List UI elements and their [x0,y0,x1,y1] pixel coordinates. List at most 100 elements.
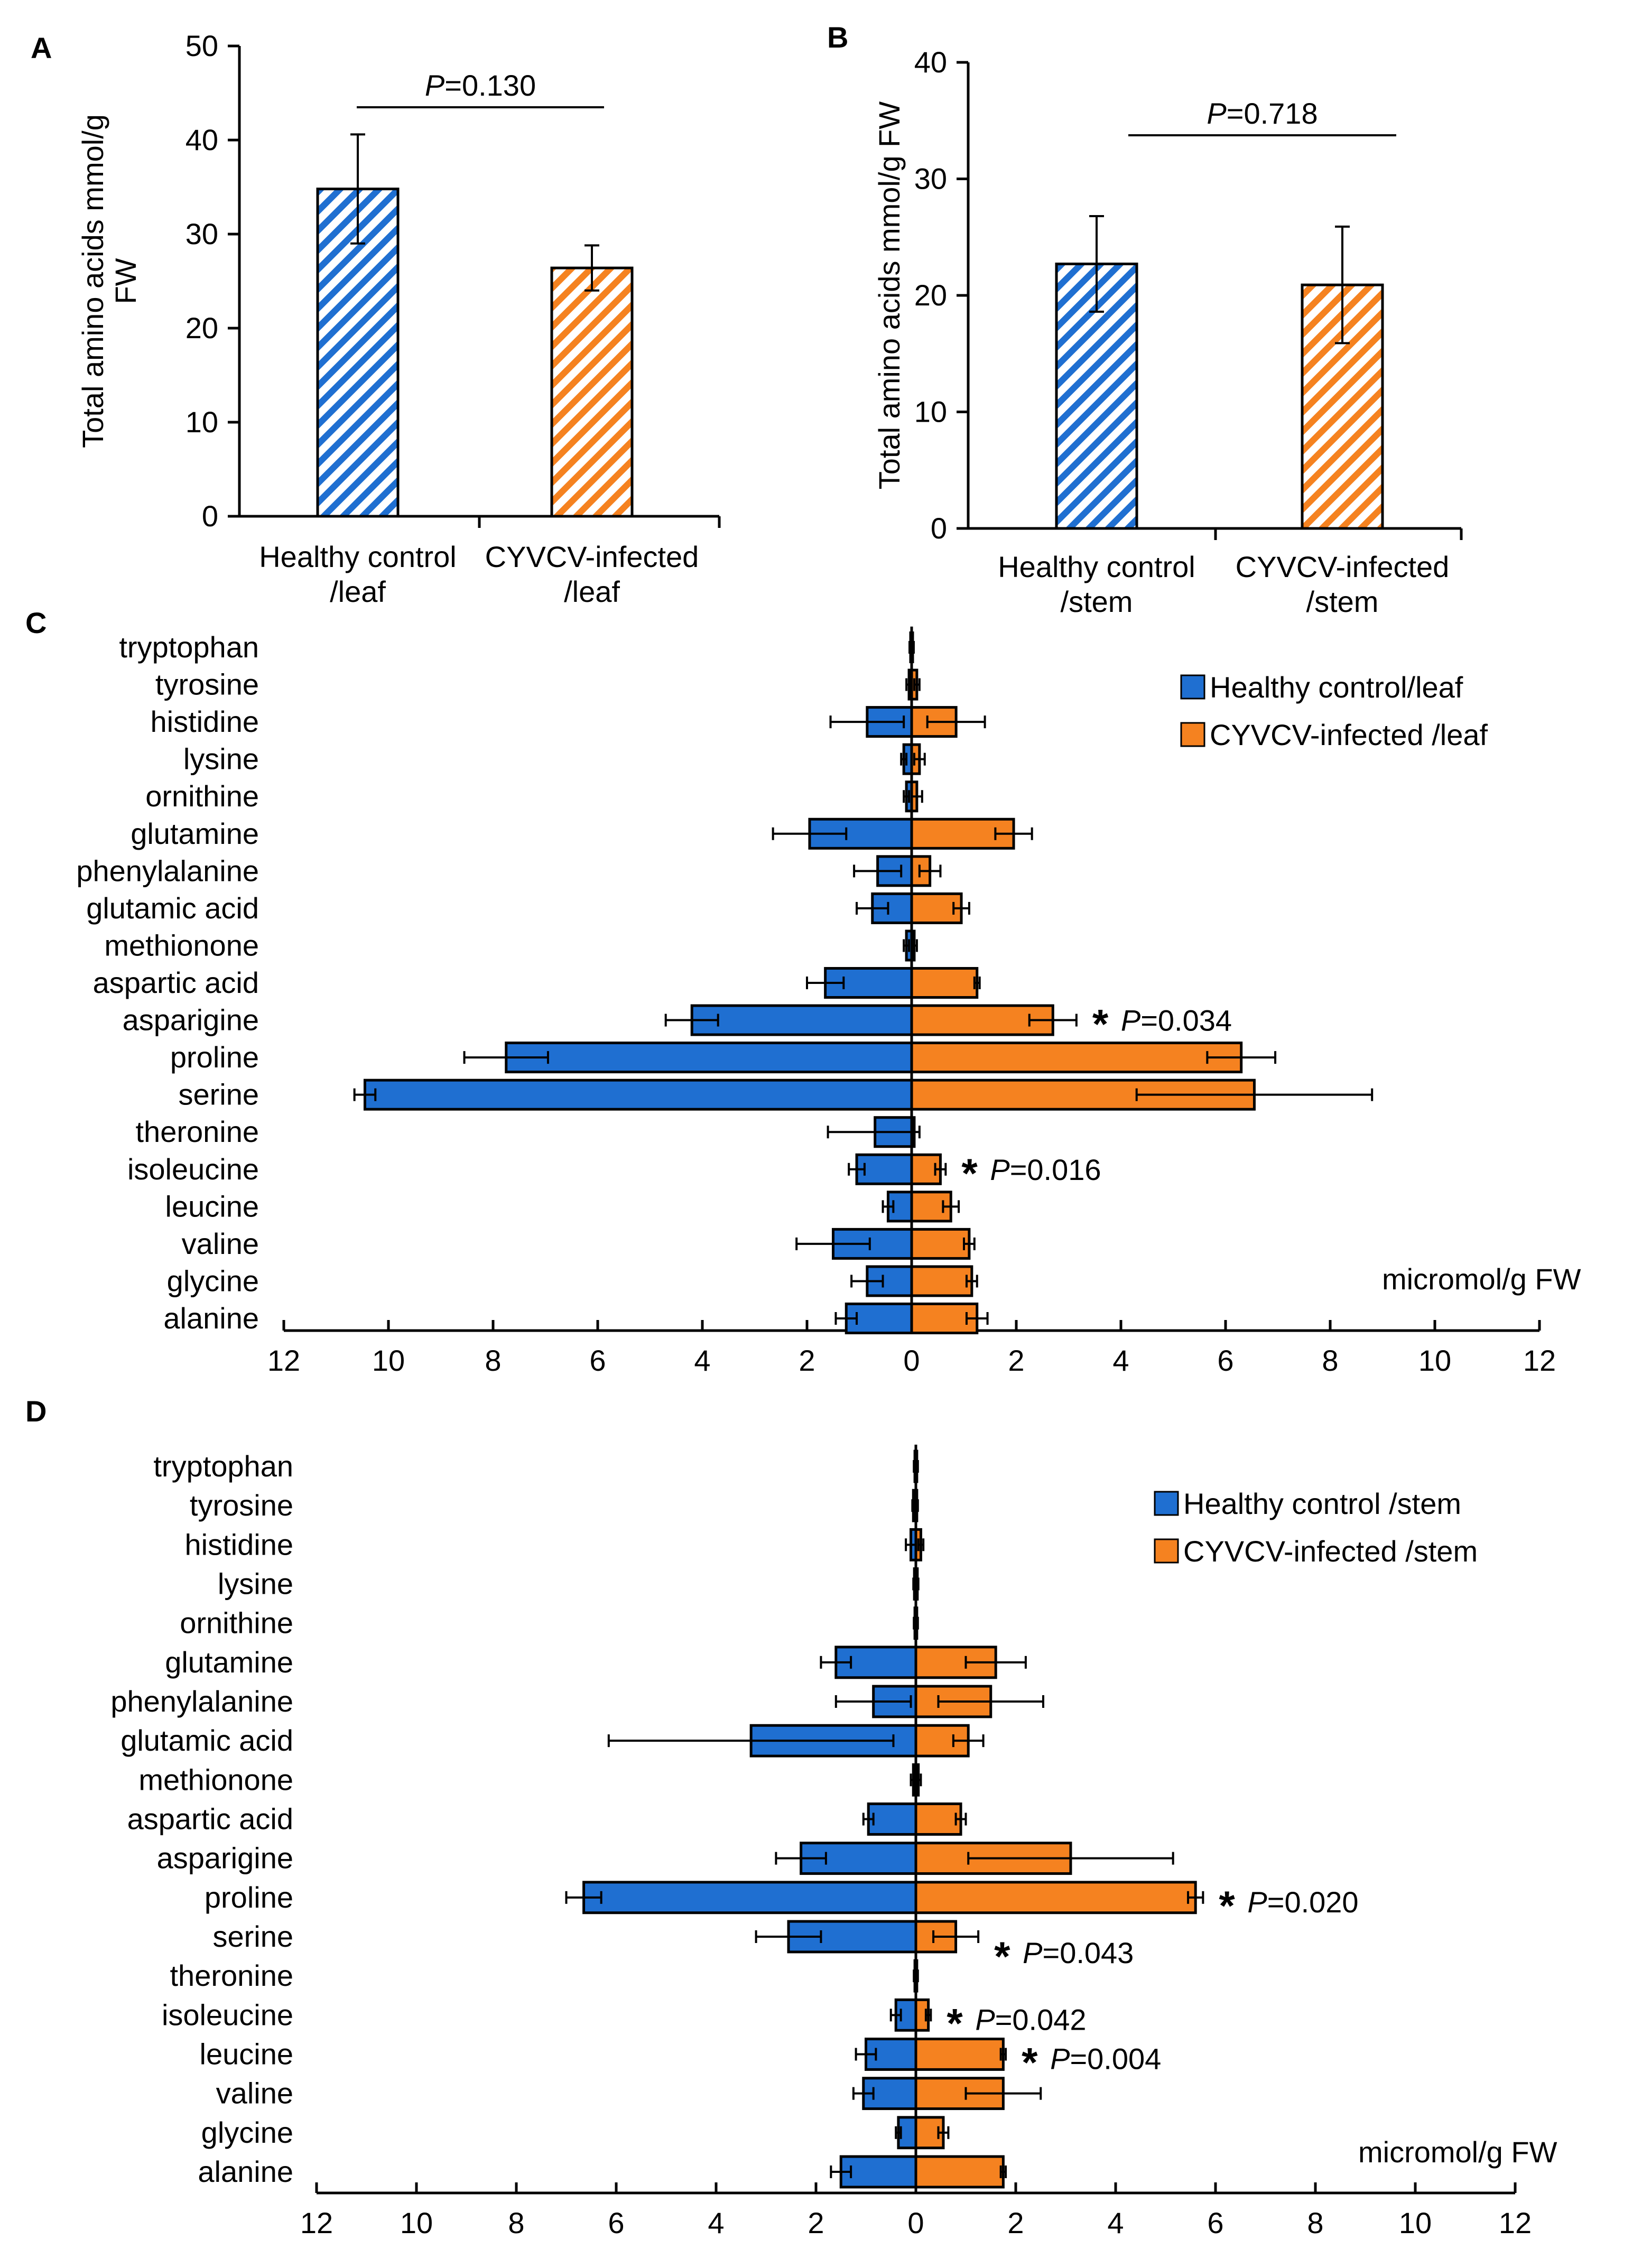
p-value-prefix: P [1247,1885,1267,1919]
category-label-tyrosine: tyrosine [155,668,259,701]
category-label-isoleucine: isoleucine [127,1152,259,1186]
category-label-valine: valine [182,1227,259,1260]
panel-c: C 12 10 8 6 4 2 0 2 4 6 8 10 12 micromol/g FW tryptopha… [25,606,1581,1377]
y-tick-label: 10 [914,395,947,429]
bar-infected [550,266,634,518]
y-axis-label-line: FW [109,258,142,304]
legend-label-healthy: Healthy control/leaf [1210,671,1463,704]
legend-label-healthy: Healthy control /stem [1183,1487,1461,1520]
category-label-asparigine: asparigine [157,1842,293,1875]
p-value-number: =0.004 [1070,2042,1161,2076]
y-tick-label: 20 [185,311,218,345]
p-value-prefix: P [975,2003,995,2036]
x-category-label: Healthy control/stem [998,550,1195,618]
bar-infected-proline [910,1042,1243,1074]
category-label-tryptophan: tryptophan [119,630,259,664]
y-tick-label: 0 [931,512,947,545]
significance-asterisk: * [1022,2039,1038,2086]
bar-infected-glycine [910,1265,973,1297]
x-category-label-line: CYVCV-infected [485,540,699,573]
p-value-label: P=0.042 [975,2003,1086,2036]
p-value-prefix: P [425,69,444,102]
x-tick-label: 8 [508,2206,524,2239]
x-tick-label: 8 [1322,1344,1338,1377]
p-value-number: =0.034 [1140,1004,1232,1037]
significance-asterisk: * [994,1933,1010,1979]
category-label-alanine: alanine [163,1302,259,1335]
category-label-phenylalanine: phenylalanine [76,854,259,887]
significance-asterisk: * [947,2000,963,2046]
category-label-lysine: lysine [183,742,259,776]
x-tick-label: 10 [400,2206,433,2239]
category-label-methionone: methionone [138,1763,293,1796]
category-label-glycine: glycine [167,1264,259,1297]
bar-healthy-serine [363,1079,913,1111]
p-value-label: P=0.043 [1023,1936,1134,1969]
y-tick-label: 30 [914,162,947,196]
panel-a: A 0 10 20 30 40 50 Total amino acids mmol/gFW He… [31,29,721,608]
x-tick-label: 0 [903,1344,920,1377]
bar-infected-valine [910,1228,971,1260]
x-tick-label: 6 [608,2206,624,2239]
x-tick-label: 4 [694,1344,710,1377]
category-label-proline: proline [205,1881,293,1914]
category-label-glycine: glycine [201,2116,293,2149]
category-label-serine: serine [212,1920,293,1953]
category-label-methionone: methionone [104,928,259,962]
x-tick-label: 12 [267,1344,300,1377]
x-category-label: Healthy control/leaf [259,540,457,608]
panel-letter: D [25,1395,47,1428]
category-label-isoleucine: isoleucine [162,1998,293,2031]
y-axis-label-line: Total amino acids mmol/g [76,114,109,448]
bar-healthy-proline [505,1042,913,1074]
category-label-serine: serine [178,1078,259,1111]
category-label-ornithine: ornithine [145,779,259,813]
p-value-label: P=0.020 [1247,1885,1358,1919]
category-label-glutamine: glutamine [165,1646,293,1679]
x-tick-label: 2 [1007,2206,1024,2239]
category-label-asparigine: asparigine [123,1003,259,1037]
bar-healthy-asparigine [690,1004,913,1036]
significance-asterisk: * [961,1150,978,1196]
p-value-prefix: P [1050,2042,1070,2076]
x-tick-label: 4 [1107,2206,1124,2239]
x-tick-label: 10 [1418,1344,1451,1377]
panel-d: D 12 10 8 6 4 2 0 2 4 6 8 10 12 micromol/g FW tryptopha… [25,1395,1557,2239]
category-label-leucine: leucine [200,2038,293,2071]
x-tick-label: 4 [708,2206,724,2239]
y-tick-label: 40 [185,123,218,156]
x-tick-label: 6 [589,1344,606,1377]
bar-healthy-aspartic-acid [867,1802,917,1836]
x-tick-label: 10 [372,1344,405,1377]
x-axis-unit-label: micromol/g FW [1358,2135,1557,2169]
x-category-label-line: /leaf [330,575,386,608]
category-label-ornithine: ornithine [180,1606,293,1640]
category-label-histidine: histidine [151,705,259,738]
y-tick-label: 30 [185,217,218,250]
significance-asterisk: * [1092,1001,1109,1047]
bar-healthy-isoleucine [855,1153,913,1185]
bar-infected-glutamic-acid [910,892,963,924]
bar-infected-leucine [914,2038,1005,2071]
p-value-prefix: P [1207,97,1226,130]
panel-letter: A [31,31,52,64]
category-label-alanine: alanine [198,2155,293,2188]
p-value-number: =0.043 [1042,1936,1134,1969]
x-tick-label: 12 [300,2206,333,2239]
p-value-prefix: P [1023,1936,1042,1969]
x-category-label: CYVCV-infected/stem [1236,550,1450,618]
category-label-glutamine: glutamine [131,817,259,850]
x-tick-label: 12 [1499,2206,1532,2239]
legend-swatch-healthy [1154,1491,1179,1516]
x-tick-label: 6 [1217,1344,1233,1377]
bar-infected-proline [914,1881,1197,1914]
panel-letter: B [827,21,848,54]
panel-letter: C [25,606,47,639]
y-axis-label: Total amino acids mmol/gFW [76,114,142,448]
significance-asterisk: * [1219,1882,1235,1929]
p-value-prefix: P [990,1153,1009,1186]
p-value-label: P=0.130 [425,69,536,102]
x-category-label: CYVCV-infected/leaf [485,540,699,608]
category-label-glutamic-acid: glutamic acid [86,891,259,925]
